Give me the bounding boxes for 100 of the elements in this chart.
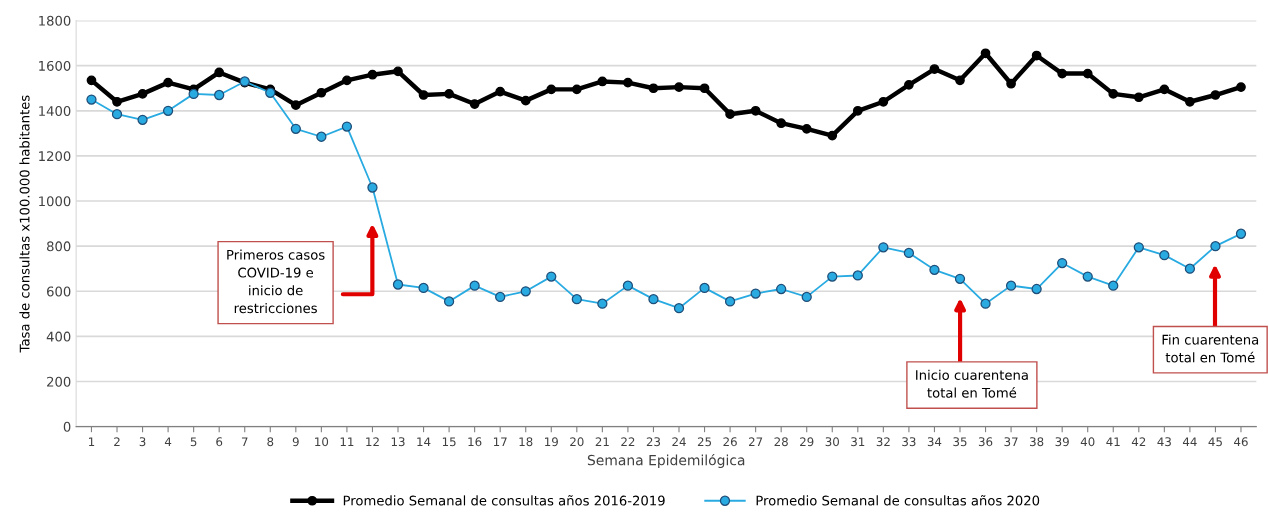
y-tick-label: 1600 — [39, 60, 71, 71]
point — [1082, 271, 1093, 282]
x-tick-label: 34 — [927, 437, 942, 447]
point — [495, 86, 506, 97]
x-tick-label: 20 — [570, 437, 584, 447]
x-tick-label: 1 — [89, 437, 95, 447]
point — [1133, 92, 1144, 103]
legend-label: Promedio Semanal de consultas años 2016-2019 — [343, 495, 665, 506]
y-axis-title: Tasa de consultas x100.000 habitantes — [19, 95, 30, 353]
point — [342, 75, 352, 86]
point — [162, 105, 174, 116]
point — [1005, 280, 1017, 291]
x-tick-label: 37 — [1004, 437, 1018, 447]
point — [648, 294, 659, 305]
point — [290, 100, 301, 111]
x-tick-label: 7 — [241, 437, 248, 447]
point — [1133, 242, 1144, 253]
x-tick-label: 5 — [190, 437, 197, 447]
y-tick-label: 1800 — [39, 15, 71, 26]
point — [1082, 68, 1093, 79]
point — [801, 291, 812, 303]
point — [290, 123, 301, 134]
legend-label: Promedio Semanal de consultas años 2020 — [756, 495, 1040, 506]
point — [546, 271, 557, 282]
y-tick-label: 200 — [47, 376, 71, 387]
x-tick-label: 13 — [391, 437, 405, 447]
point — [674, 82, 684, 92]
point — [418, 90, 429, 100]
x-tick-label: 40 — [1080, 437, 1095, 447]
point — [1108, 89, 1119, 99]
point — [699, 83, 710, 94]
x-tick-label: 30 — [825, 437, 839, 447]
y-tick-label: 600 — [47, 286, 71, 297]
point — [571, 294, 582, 305]
point — [904, 79, 914, 90]
point — [1031, 283, 1042, 295]
x-tick-label: 27 — [748, 437, 763, 447]
point — [725, 109, 735, 120]
x-tick-label: 23 — [646, 437, 661, 447]
point — [1006, 78, 1016, 89]
x-tick-label: 21 — [595, 437, 609, 447]
x-tick-label: 22 — [621, 437, 635, 447]
annotation: Inicio cuarentena total en Tomé — [916, 369, 1028, 398]
x-tick-label: 29 — [800, 437, 814, 447]
x-tick-label: 43 — [1157, 437, 1171, 447]
x-tick-label: 26 — [723, 437, 737, 447]
point — [1057, 257, 1068, 269]
point — [750, 105, 761, 116]
x-tick-label: 31 — [851, 437, 865, 447]
point — [444, 89, 454, 99]
x-tick-label: 39 — [1055, 437, 1069, 447]
point — [214, 67, 225, 78]
point — [188, 88, 199, 100]
y-tick-label: 1000 — [39, 196, 71, 207]
x-tick-label: 15 — [442, 437, 456, 447]
x-tick-label: 17 — [493, 437, 507, 447]
point — [878, 242, 889, 253]
point — [929, 264, 940, 275]
point — [316, 87, 327, 98]
point — [1185, 96, 1195, 107]
point — [954, 273, 966, 284]
x-tick-label: 2 — [114, 437, 120, 447]
point — [980, 298, 991, 309]
point — [623, 77, 633, 88]
x-tick-label: 18 — [519, 437, 533, 447]
point — [316, 131, 327, 142]
point — [112, 96, 122, 107]
point — [86, 94, 97, 105]
point — [1236, 82, 1246, 92]
x-tick-label: 3 — [139, 437, 146, 447]
point — [1235, 228, 1247, 239]
point — [1184, 263, 1196, 274]
point — [1057, 68, 1068, 79]
point — [776, 118, 787, 129]
point — [750, 288, 761, 299]
point — [469, 280, 480, 291]
point — [163, 77, 173, 88]
x-tick-label: 16 — [468, 437, 482, 447]
x-tick-label: 44 — [1182, 437, 1197, 447]
x-tick-label: 35 — [953, 437, 967, 447]
y-tick-label: 800 — [46, 241, 71, 252]
point — [801, 123, 812, 134]
x-tick-label: 38 — [1030, 437, 1044, 447]
x-tick-label: 36 — [978, 437, 993, 447]
point — [955, 75, 965, 86]
point — [341, 121, 353, 132]
point — [776, 283, 787, 295]
x-tick-label: 11 — [340, 437, 354, 447]
y-tick-label: 1400 — [39, 106, 71, 116]
x-tick-label: 19 — [545, 437, 558, 447]
x-tick-label: 32 — [876, 437, 890, 447]
point — [367, 182, 378, 193]
point — [827, 130, 838, 141]
point — [392, 279, 404, 290]
point — [1159, 250, 1170, 261]
y-tick-label: 1200 — [39, 151, 71, 162]
point — [367, 69, 378, 80]
point — [214, 89, 225, 101]
point — [878, 96, 889, 107]
point — [597, 76, 608, 87]
